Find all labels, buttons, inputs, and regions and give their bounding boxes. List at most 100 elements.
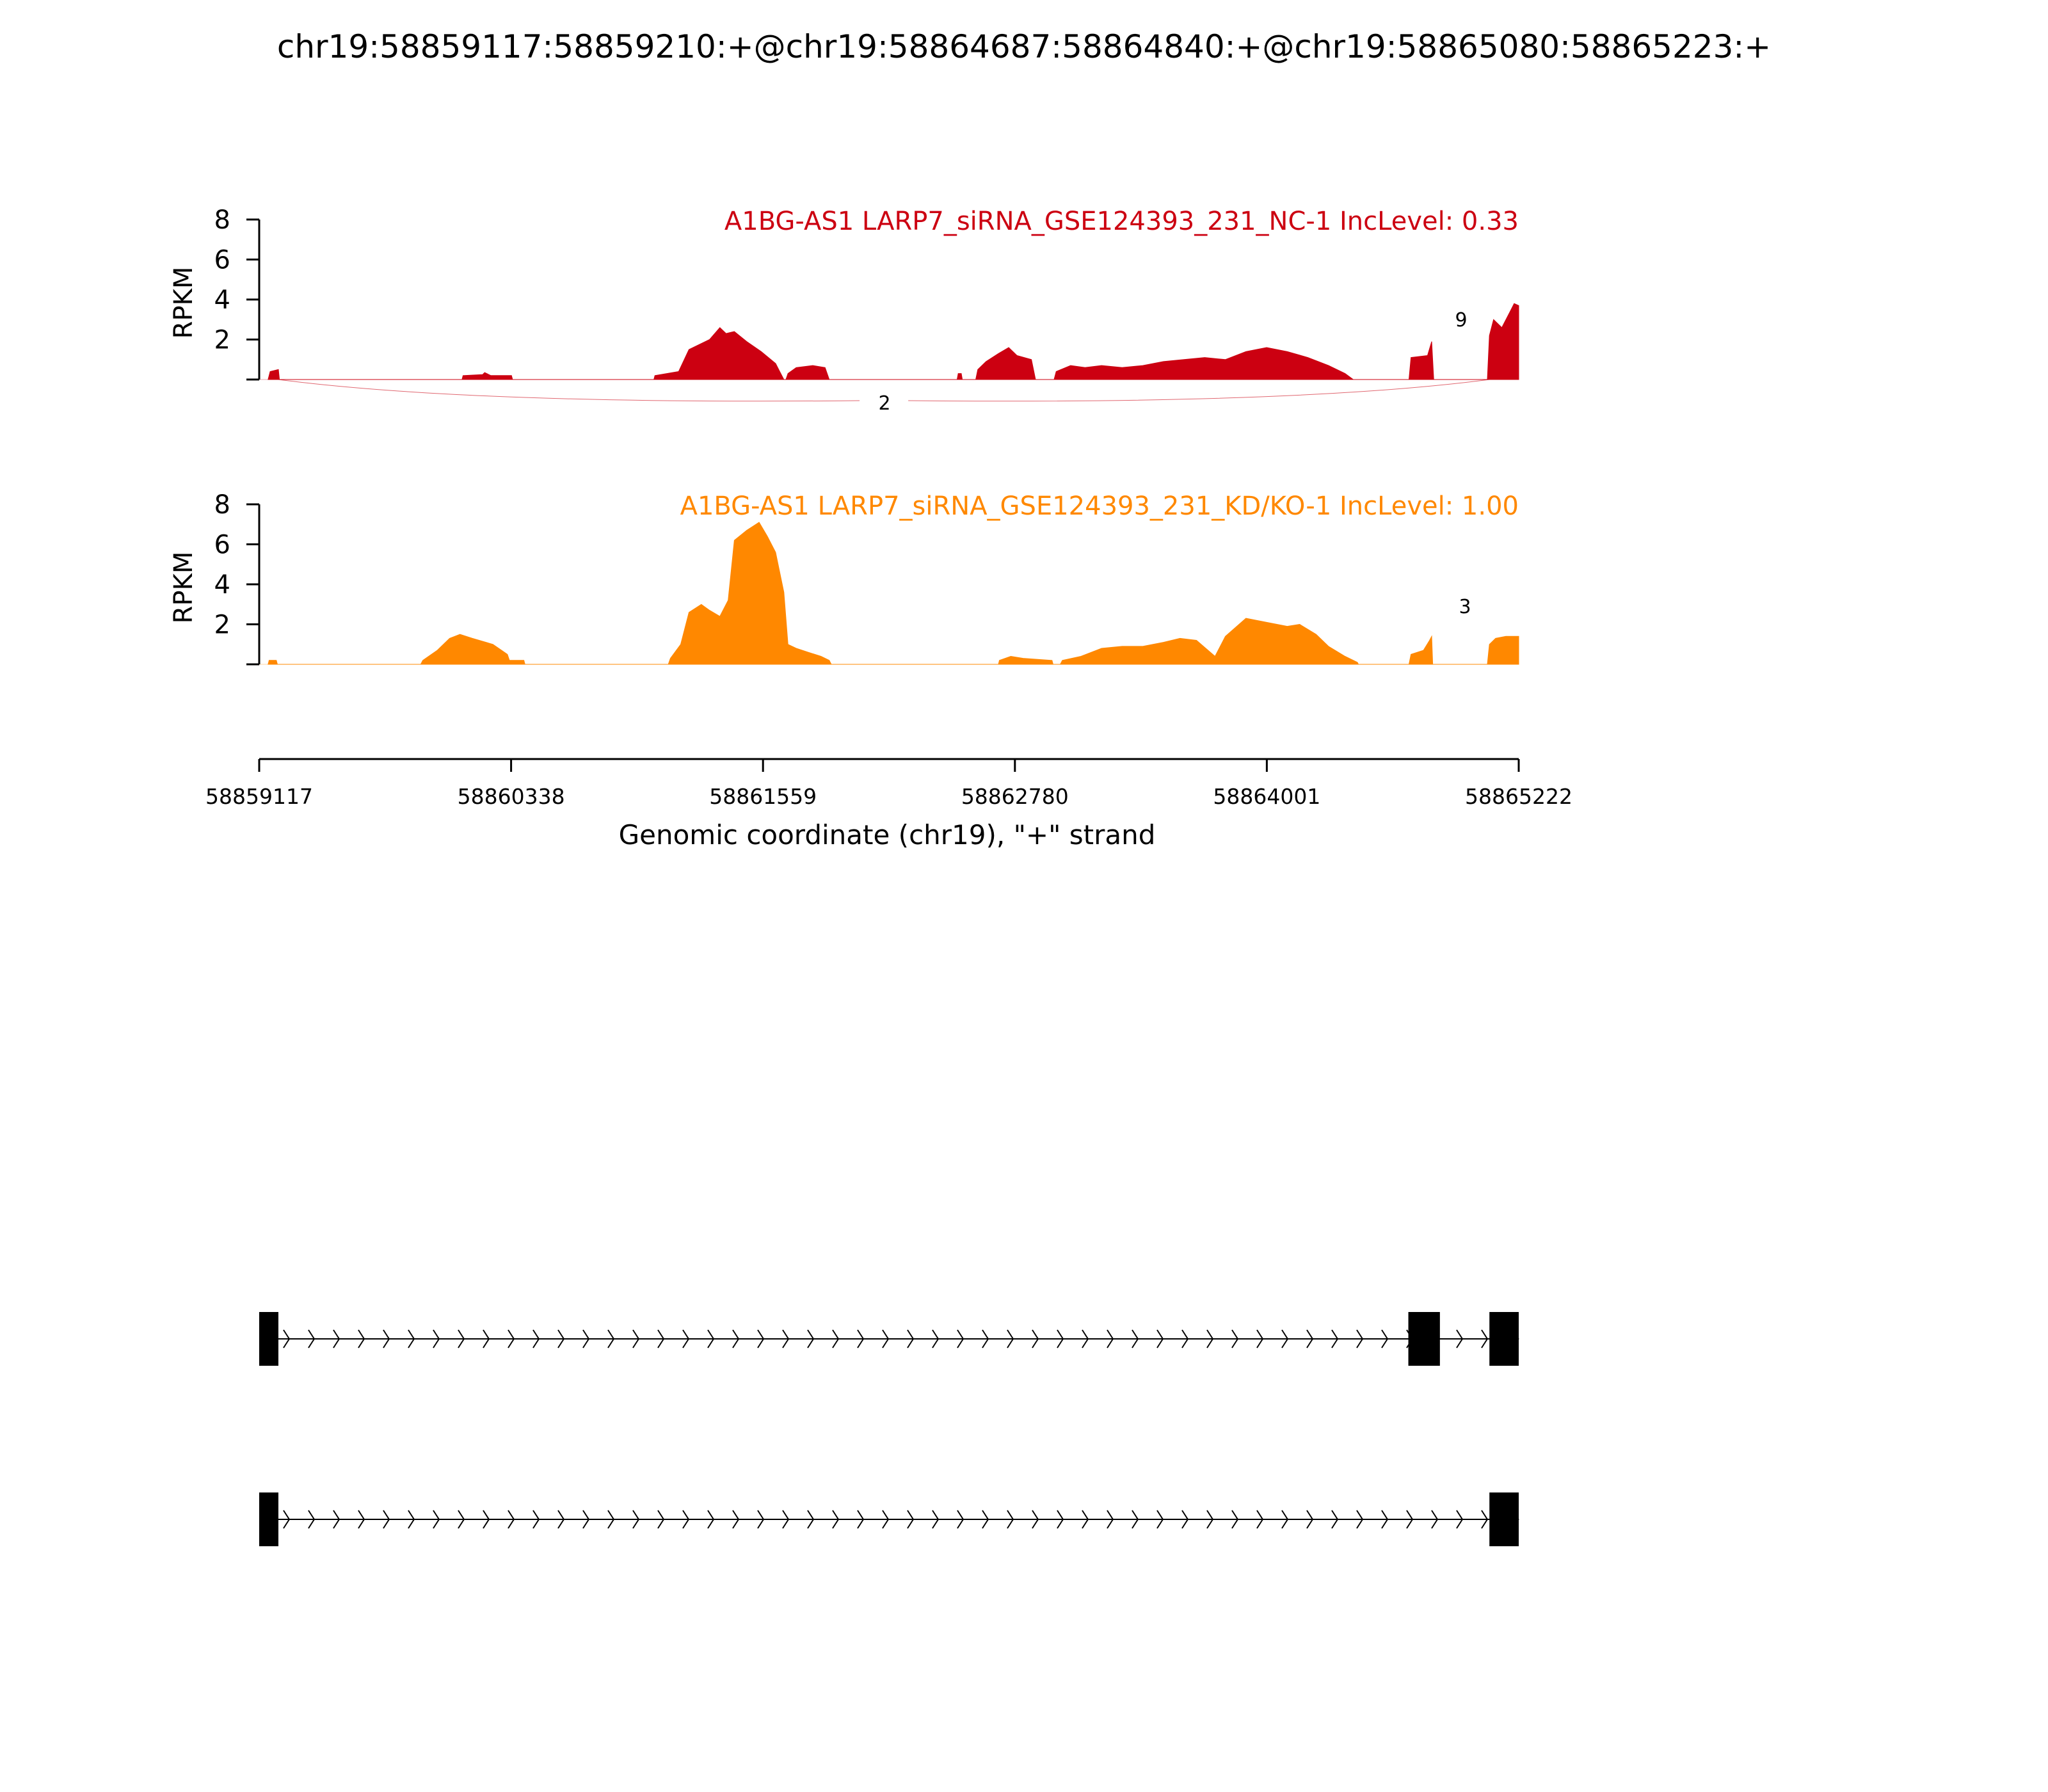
strand-arrow: [283, 1510, 291, 1529]
strand-arrow: [433, 1510, 440, 1529]
strand-arrow: [1256, 1510, 1264, 1529]
y-tick-label-2-kd: 2: [214, 611, 230, 640]
strand-arrow: [782, 1510, 790, 1529]
strand-arrow: [1007, 1510, 1014, 1529]
strand-arrow: [732, 1510, 740, 1529]
strand-arrow: [408, 1510, 415, 1529]
strand-arrow: [1356, 1329, 1364, 1348]
strand-arrow: [557, 1329, 565, 1348]
strand-arrow: [1107, 1329, 1114, 1348]
junction-arcs-nc: 92: [278, 309, 1490, 415]
strand-arrow: [1082, 1510, 1089, 1529]
strand-arrow: [1456, 1510, 1464, 1529]
strand-arrow: [1231, 1329, 1239, 1348]
strand-arrow: [532, 1510, 540, 1529]
strand-arrow: [308, 1510, 316, 1529]
track-label-kd: A1BG-AS1 LARP7_siRNA_GSE124393_231_KD/KO…: [680, 492, 1519, 521]
strand-arrow: [1057, 1329, 1064, 1348]
strand-arrow: [1132, 1510, 1139, 1529]
strand-arrow: [657, 1329, 665, 1348]
y-axis-kd: 8 6 4 2: [214, 490, 260, 666]
strand-arrow: [932, 1329, 940, 1348]
strand-arrow: [1107, 1510, 1114, 1529]
strand-arrow: [283, 1329, 291, 1348]
strand-arrow: [1406, 1510, 1414, 1529]
strand-arrow: [907, 1329, 915, 1348]
strand-arrow: [1181, 1329, 1189, 1348]
y-tick-label-4-kd: 4: [214, 570, 230, 600]
strand-arrow: [882, 1510, 890, 1529]
junction-count-label-nc: 9: [1455, 309, 1467, 332]
strand-arrow: [408, 1329, 415, 1348]
strand-arrow: [982, 1329, 989, 1348]
junction-count-label-kd: 3: [1459, 596, 1471, 618]
strand-arrow: [607, 1329, 615, 1348]
x-tick-label-58865222: 58865222: [1465, 784, 1572, 809]
strand-arrow: [1331, 1329, 1339, 1348]
junction-count-label-nc: 2: [878, 392, 890, 415]
strand-arrow: [1181, 1510, 1189, 1529]
strand-arrow: [1381, 1329, 1389, 1348]
strand-arrow: [907, 1510, 915, 1529]
strand-arrow: [632, 1510, 640, 1529]
coverage-profile-kd: [268, 522, 1519, 665]
strand-arrow: [1356, 1510, 1364, 1529]
strand-arrow: [1481, 1510, 1489, 1529]
strand-arrow: [932, 1510, 940, 1529]
x-tick-label-58861559: 58861559: [709, 784, 817, 809]
strand-arrow: [857, 1510, 865, 1529]
strand-arrow: [1206, 1329, 1214, 1348]
strand-arrow: [333, 1329, 340, 1348]
strand-arrow: [1306, 1510, 1314, 1529]
strand-arrow: [707, 1329, 715, 1348]
strand-arrow: [1032, 1329, 1039, 1348]
isoform-models: [259, 1312, 1519, 1546]
x-tick-label-58860338: 58860338: [458, 784, 565, 809]
strand-arrow: [1456, 1329, 1464, 1348]
x-axis: 58859117 58860338 58861559 58862780 58864001…: [205, 758, 1572, 809]
strand-arrow: [483, 1510, 490, 1529]
strand-arrow: [707, 1510, 715, 1529]
strand-arrow: [957, 1329, 964, 1348]
strand-arrow: [532, 1329, 540, 1348]
strand-arrow: [433, 1329, 440, 1348]
strand-arrow: [1231, 1510, 1239, 1529]
strand-arrow: [757, 1510, 765, 1529]
exon-block-2: [1489, 1492, 1519, 1546]
strand-arrow: [333, 1510, 340, 1529]
junction-arcs-kd: 3: [1459, 596, 1471, 618]
strand-arrow: [458, 1329, 465, 1348]
strand-arrow: [982, 1510, 989, 1529]
x-tick-label-58862780: 58862780: [961, 784, 1069, 809]
y-axis-nc: 8 6 4 2: [214, 205, 260, 381]
strand-arrow: [1381, 1510, 1389, 1529]
strand-arrow: [508, 1510, 515, 1529]
y-tick-label-6-nc: 6: [214, 246, 230, 275]
y-tick-label-8-kd: 8: [214, 490, 230, 520]
strand-arrow: [832, 1329, 840, 1348]
strand-arrow: [832, 1510, 840, 1529]
strand-arrow: [1281, 1329, 1289, 1348]
x-tick-label-58864001: 58864001: [1213, 784, 1320, 809]
strand-arrow: [1007, 1329, 1014, 1348]
y-tick-label-6-kd: 6: [214, 531, 230, 560]
strand-arrow: [358, 1329, 365, 1348]
strand-arrow: [1082, 1329, 1089, 1348]
strand-arrow: [1256, 1329, 1264, 1348]
coverage-profile-nc: [268, 303, 1519, 380]
exon-block-2: [1408, 1312, 1440, 1366]
strand-arrow: [383, 1510, 390, 1529]
strand-arrow: [1431, 1510, 1439, 1529]
strand-arrow: [582, 1510, 590, 1529]
strand-arrow: [1057, 1510, 1064, 1529]
strand-arrow: [1206, 1510, 1214, 1529]
strand-arrow: [1331, 1510, 1339, 1529]
strand-arrow: [483, 1329, 490, 1348]
isoform-row-2: [259, 1492, 1519, 1546]
y-tick-label-2-nc: 2: [214, 326, 230, 355]
strand-arrow: [957, 1510, 964, 1529]
x-tick-label-58859117: 58859117: [205, 784, 313, 809]
y-axis-label-nc: RPKM: [169, 267, 198, 339]
